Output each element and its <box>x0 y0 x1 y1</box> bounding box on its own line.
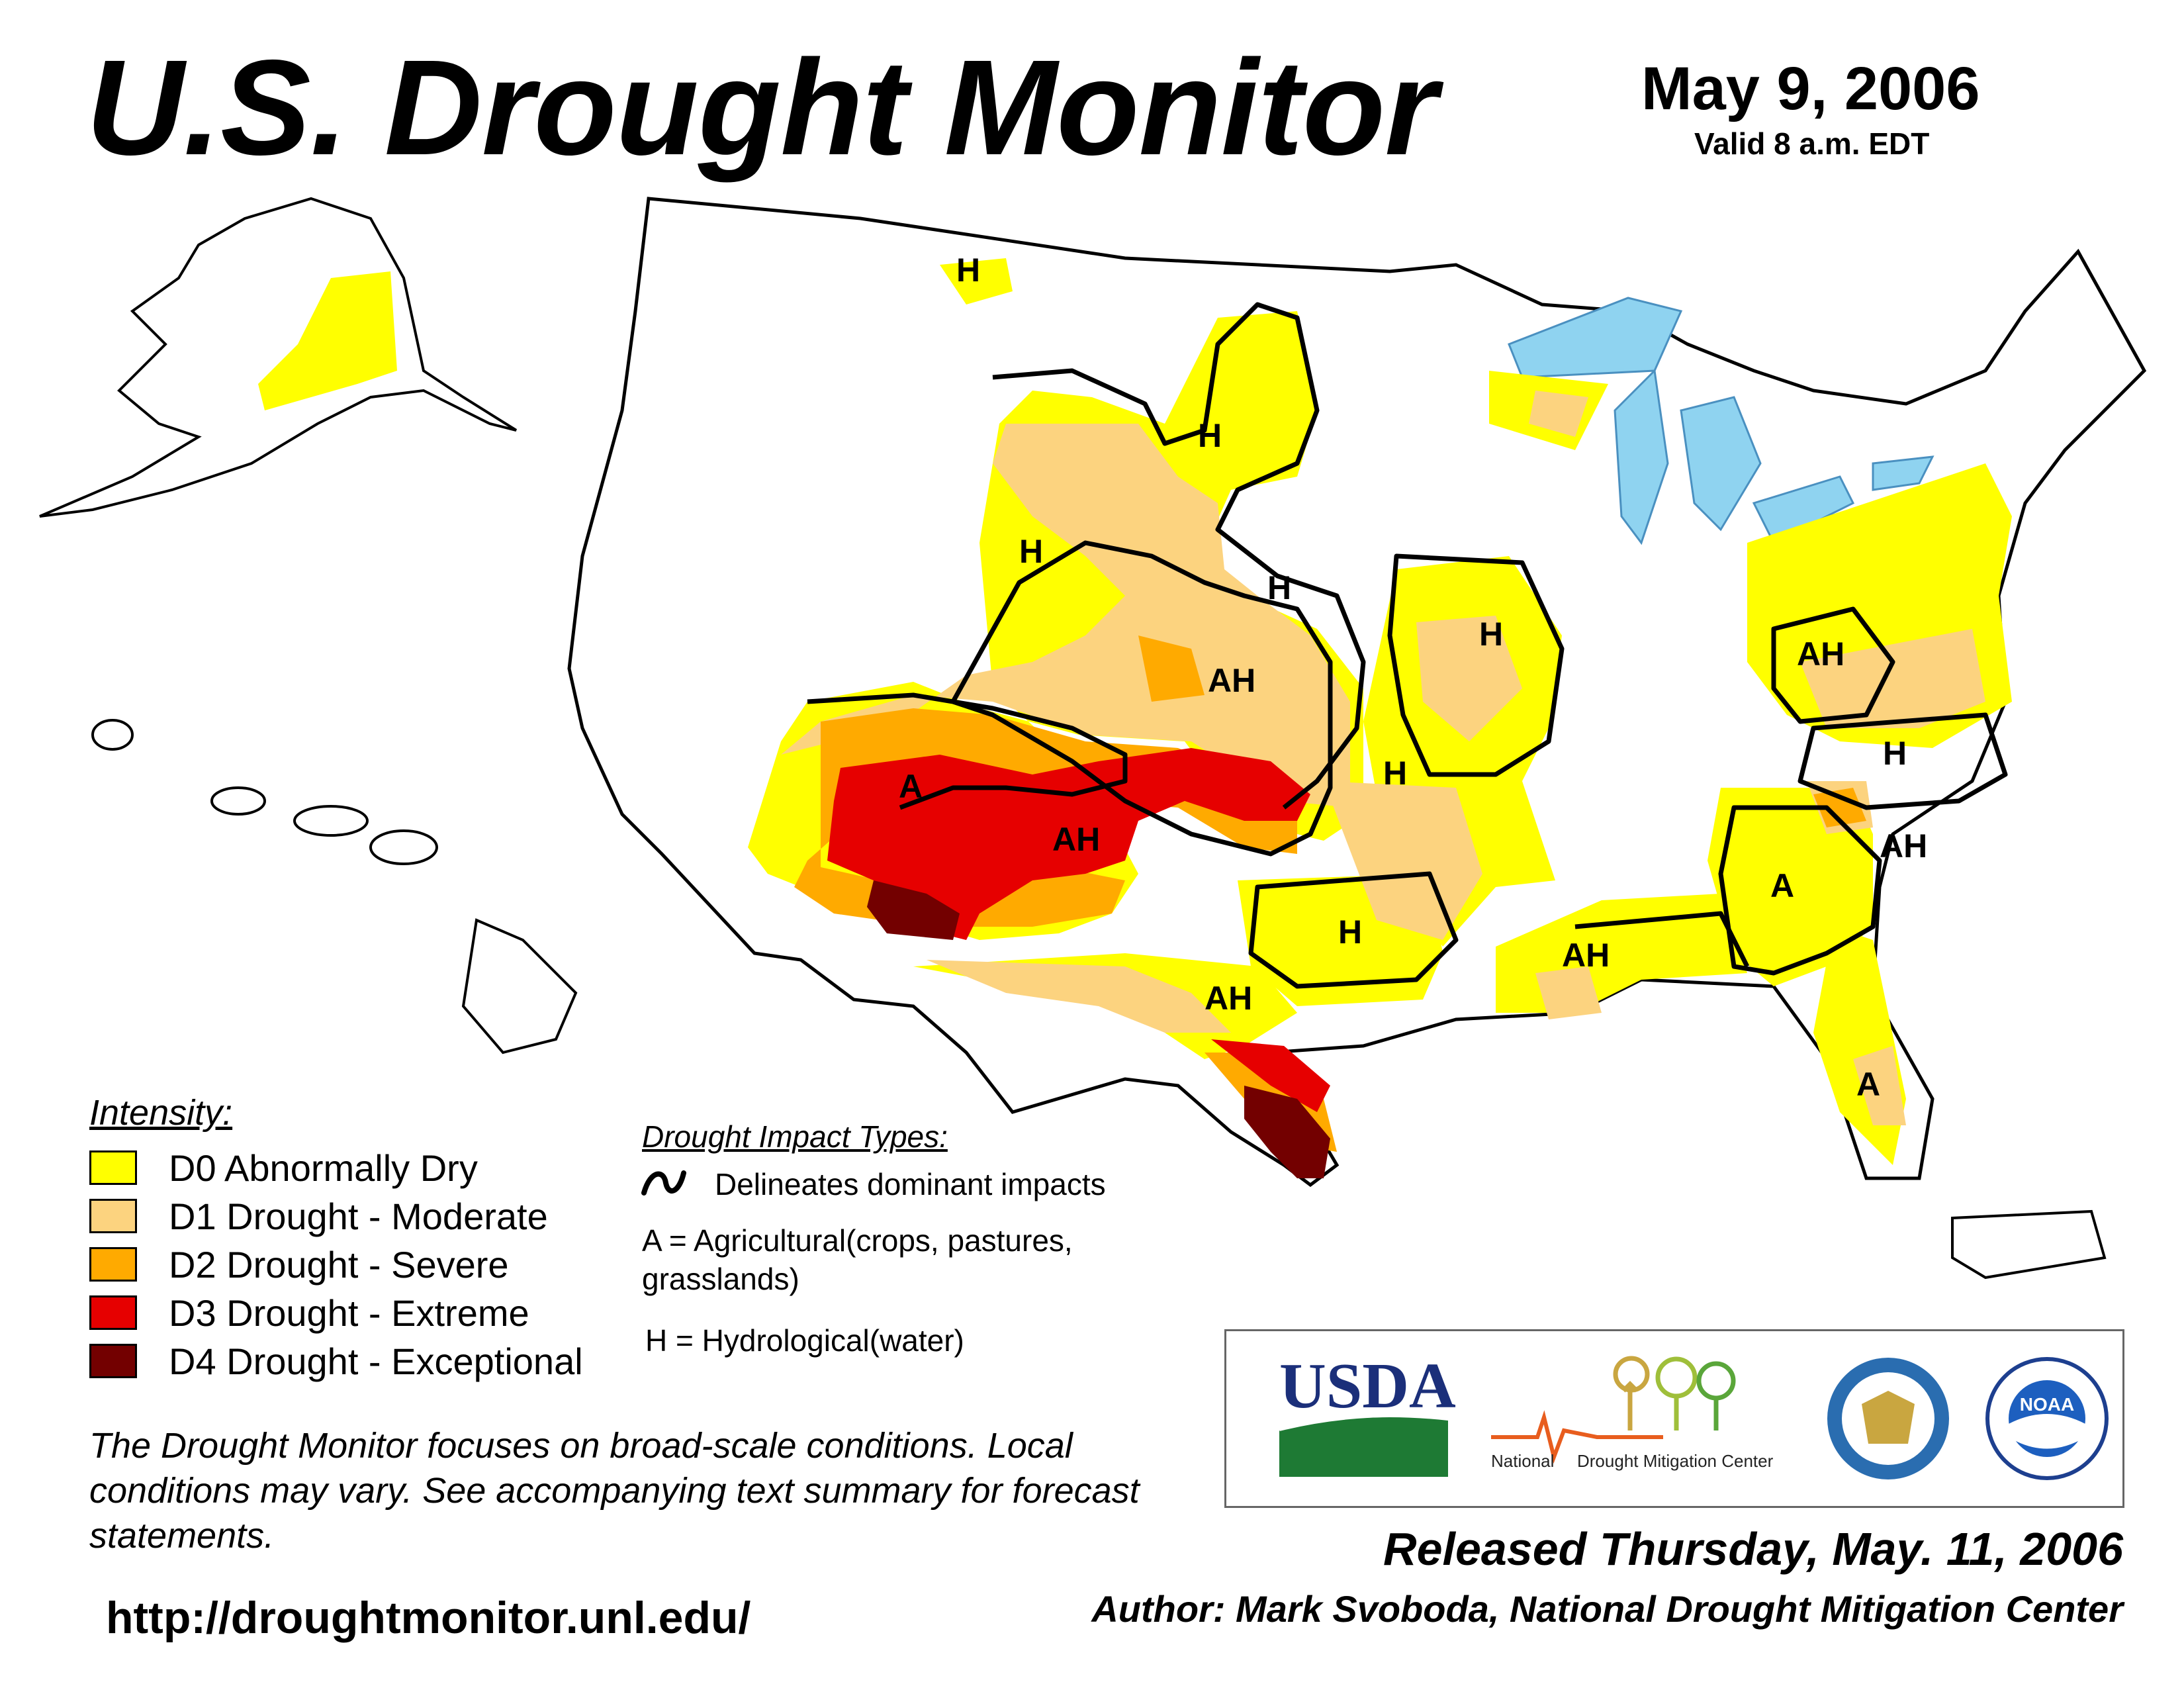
impact-label: H <box>1198 417 1222 454</box>
disclaimer-note: The Drought Monitor focuses on broad-sca… <box>89 1426 1140 1556</box>
impact-label: AH <box>1208 662 1255 699</box>
impact-label: H <box>956 252 980 289</box>
map-date: May 9, 2006 <box>1641 55 1980 122</box>
impact-line-icon <box>641 1170 686 1196</box>
impact-label: A <box>899 768 923 805</box>
map-title: U.S. Drought Monitor <box>86 32 1437 183</box>
legend-item-d0: D0 Abnormally Dry <box>89 1147 478 1189</box>
impact-label: AH <box>1797 635 1844 673</box>
valid-time: Valid 8 a.m. EDT <box>1694 126 1930 161</box>
legend-label-d0: D0 Abnormally Dry <box>169 1147 478 1189</box>
website-link[interactable]: http://droughtmonitor.unl.edu/ <box>106 1593 751 1643</box>
impact-label: AH <box>1205 980 1252 1017</box>
legend-label-d3: D3 Drought - Extreme <box>169 1291 529 1334</box>
impact-line-label: Delineates dominant impacts <box>715 1167 1106 1201</box>
impact-types-heading: Drought Impact Types: <box>642 1119 948 1154</box>
author-credit: Author: Mark Svoboda, National Drought M… <box>1091 1588 2123 1630</box>
ndmc-text-2: Drought Mitigation Center <box>1577 1451 1774 1471</box>
legend-item-d4: D4 Drought - Exceptional <box>89 1340 583 1382</box>
ndmc-text-1: National <box>1491 1451 1554 1471</box>
legend-swatch-d4 <box>89 1344 137 1378</box>
legend-item-d1: D1 Drought - Moderate <box>89 1195 548 1237</box>
drought-d3-areas <box>827 748 1330 1112</box>
impact-label: A <box>1770 867 1794 904</box>
hawaii-outline <box>91 719 578 1055</box>
impact-label: H <box>1479 616 1503 653</box>
impact-label: H <box>1267 569 1291 606</box>
legend-label-d2: D2 Drought - Severe <box>169 1243 509 1286</box>
great-lakes <box>1508 297 1934 545</box>
legend-heading: Intensity: <box>89 1093 233 1133</box>
drought-d4-areas <box>867 880 1330 1178</box>
impact-a-label: A = Agricultural(crops, pastures, grassl… <box>642 1223 1073 1296</box>
ndmc-logo: National Drought Mitigation Center <box>1491 1356 1774 1471</box>
impact-label: H <box>1338 914 1362 951</box>
usda-logo-text: USDA <box>1279 1350 1456 1422</box>
impact-label: H <box>1019 533 1043 570</box>
noaa-logo: NOAA <box>1985 1357 2109 1480</box>
noaa-logo-text: NOAA <box>2020 1394 2074 1415</box>
impact-lines <box>807 302 2008 989</box>
impact-label: AH <box>1052 821 1100 858</box>
legend-swatch-d0 <box>89 1150 137 1185</box>
legend-swatch-d3 <box>89 1295 137 1330</box>
impact-h-label: H = Hydrological(water) <box>645 1323 964 1358</box>
partner-logos-art: USDA National Drought Mitigation Center <box>1279 1350 2109 1480</box>
legend-label-d1: D1 Drought - Moderate <box>169 1195 548 1237</box>
legend-swatch-d1 <box>89 1199 137 1233</box>
puerto-rico-outline <box>1951 1209 2107 1280</box>
release-date: Released Thursday, May. 11, 2006 <box>1383 1523 2123 1575</box>
alaska-outline <box>39 197 518 518</box>
impact-label: AH <box>1880 827 1927 865</box>
impact-labels: H H H H AH A AH H H H AH AH AH H AH A A <box>899 252 1927 1103</box>
impact-label: AH <box>1562 937 1610 974</box>
usda-logo: USDA <box>1279 1350 1456 1477</box>
legend-swatch-d2 <box>89 1247 137 1282</box>
drought-d1-areas <box>781 391 1985 1125</box>
legend-item-d3: D3 Drought - Extreme <box>89 1291 529 1334</box>
legend-item-d2: D2 Drought - Severe <box>89 1243 509 1286</box>
department-of-commerce-seal <box>1827 1358 1949 1479</box>
legend-label-d4: D4 Drought - Exceptional <box>169 1340 583 1382</box>
impact-label: H <box>1883 735 1907 772</box>
impact-label: A <box>1856 1066 1880 1103</box>
impact-label: H <box>1383 755 1407 792</box>
alaska-d0-area <box>258 271 397 410</box>
partner-logos: USDA National Drought Mitigation Center <box>1224 1329 2124 1508</box>
